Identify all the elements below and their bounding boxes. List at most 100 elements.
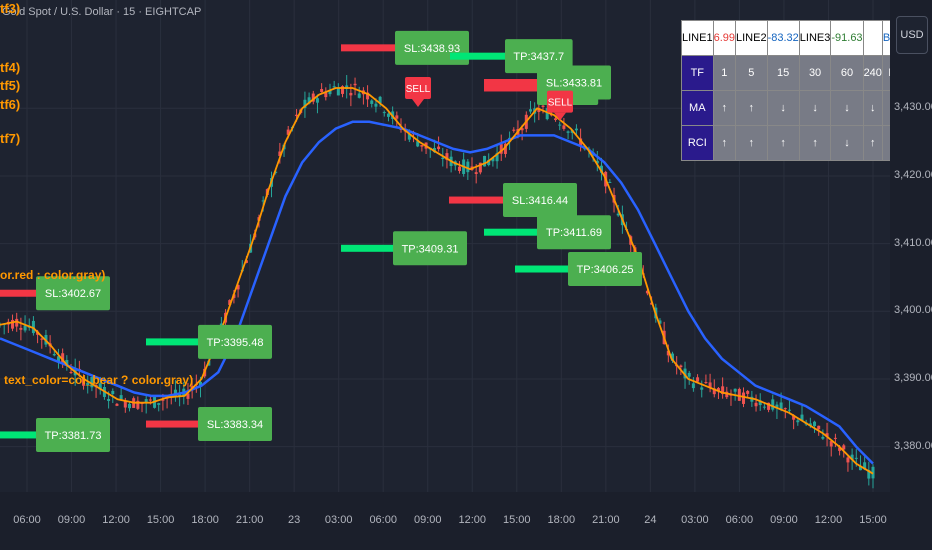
candle-body — [69, 372, 73, 374]
y-tick-label: 3,410.00 — [894, 236, 932, 249]
candle-body — [821, 436, 825, 439]
candle-body — [645, 290, 649, 294]
table-row-tf: TF 1 5 15 30 60 240 D — [681, 55, 903, 91]
side-label: tf4) — [0, 60, 21, 75]
candle-body — [86, 382, 90, 386]
candle-body — [353, 83, 357, 86]
table-cell: LINE1 — [681, 20, 714, 56]
sell-signal-pointer — [554, 112, 566, 121]
candle-body — [23, 325, 27, 331]
level-label: TP:3395.48 — [207, 337, 264, 349]
currency-button[interactable]: USD — [896, 16, 928, 54]
x-tick-label: 06:00 — [13, 514, 41, 526]
candle-body — [687, 372, 691, 377]
candle-body — [357, 93, 361, 98]
rci-cell: ↓ — [830, 125, 864, 161]
candle-body — [691, 383, 695, 389]
table-row-ma: MA ↑ ↑ ↓ ↓ ↓ ↓ ↑ — [681, 90, 903, 126]
candle-body — [842, 445, 846, 450]
candle-body — [503, 143, 507, 154]
x-tick-label: 21:00 — [235, 514, 264, 526]
candle-body — [466, 161, 470, 173]
level-label-box — [568, 252, 642, 287]
candle-body — [407, 133, 411, 140]
chart-title: Gold Spot / U.S. Dollar · 15 · EIGHTCAP — [2, 6, 202, 18]
candle-body — [416, 141, 420, 147]
candle-body — [123, 400, 127, 408]
candle-body — [136, 400, 140, 409]
candle-body — [15, 318, 19, 327]
candle-body — [867, 470, 871, 479]
candle-body — [61, 353, 65, 363]
table-row-rci: RCI ↑ ↑ ↑ ↑ ↓ ↑ ↑ — [681, 125, 903, 161]
level-label-box — [36, 276, 110, 311]
side-label: tf7) — [0, 131, 21, 146]
ma-cell: ↑ — [735, 90, 768, 126]
candle-body — [487, 159, 491, 166]
candle-body — [332, 86, 336, 88]
level-label: TP:3406.25 — [577, 264, 634, 276]
level-label-box — [198, 324, 272, 359]
candle-body — [846, 457, 850, 463]
candle-body — [499, 144, 503, 154]
x-tick-label: 06:00 — [725, 514, 754, 526]
y-tick-label: 3,400.00 — [894, 304, 932, 317]
level-label-box — [537, 215, 611, 250]
y-tick-label: 3,420.00 — [894, 168, 932, 181]
candle-body — [483, 155, 487, 167]
level-label: SL:3438.93 — [404, 43, 460, 55]
rci-cell: ↑ — [766, 125, 800, 161]
price-axis[interactable]: 3,380.00 3,390.00 3,400.00 3,410.00 3,420.00… — [890, 0, 932, 492]
y-tick-label: 3,390.00 — [894, 371, 932, 384]
candle-body — [783, 408, 787, 410]
candle-body — [850, 454, 854, 460]
level-label: TP:3409.31 — [402, 243, 459, 255]
table-cell: -91.63 — [830, 20, 864, 56]
candle-body — [616, 213, 620, 216]
sell-signal-box — [405, 77, 431, 100]
candle-body — [420, 144, 424, 147]
rci-cell: ↑ — [712, 125, 737, 161]
candle-body — [541, 105, 545, 107]
price-plot[interactable]: TP:3381.73 SL:3402.67 TP:3395.48 SL:3383.34… — [0, 0, 890, 492]
ma-cell: ↓ — [798, 90, 832, 126]
candle-body — [378, 96, 382, 104]
level-label: SL:3383.34 — [207, 419, 263, 431]
level-label: TP:3437.7 — [513, 51, 564, 63]
candle-body — [295, 114, 299, 116]
y-tick-label: 3,430.00 — [894, 101, 932, 114]
candle-body — [491, 157, 495, 162]
time-axis[interactable]: 06:00 09:00 12:00 15:00 18:00 21:00 23 03:00 06:… — [0, 492, 932, 550]
candle-body — [311, 93, 315, 102]
candle-body — [800, 414, 804, 421]
candle-body — [198, 381, 202, 387]
x-tick-label: 06:00 — [369, 514, 397, 526]
candle-body — [186, 393, 190, 399]
level-line — [341, 44, 395, 52]
candles — [0, 75, 875, 489]
candle-body — [495, 153, 499, 162]
candle-body — [286, 129, 290, 135]
ma-cell: ↓ — [862, 90, 883, 126]
candle-body — [349, 92, 353, 96]
signal-table: LINE1 6.99 LINE2 -83.32 LINE3 -91.63 Buy… — [681, 20, 903, 161]
level-line — [146, 338, 198, 346]
level-line — [515, 265, 568, 273]
candle-body — [478, 162, 482, 173]
candle-body — [320, 88, 324, 92]
candle-body — [704, 382, 708, 384]
candle-body — [82, 377, 86, 386]
candle-body — [683, 368, 687, 379]
level-label: SL:3416.44 — [512, 195, 568, 207]
candle-body — [395, 115, 399, 119]
candle-body — [725, 391, 729, 398]
candle-body — [712, 388, 716, 395]
candle-body — [90, 376, 94, 388]
candle-body — [144, 399, 148, 404]
candle-body — [374, 103, 378, 107]
x-tick-label: 15:00 — [859, 514, 887, 526]
ma-cell: ↓ — [830, 90, 864, 126]
level-line — [0, 289, 36, 297]
candle-body — [107, 399, 111, 401]
candle-body — [303, 99, 307, 108]
